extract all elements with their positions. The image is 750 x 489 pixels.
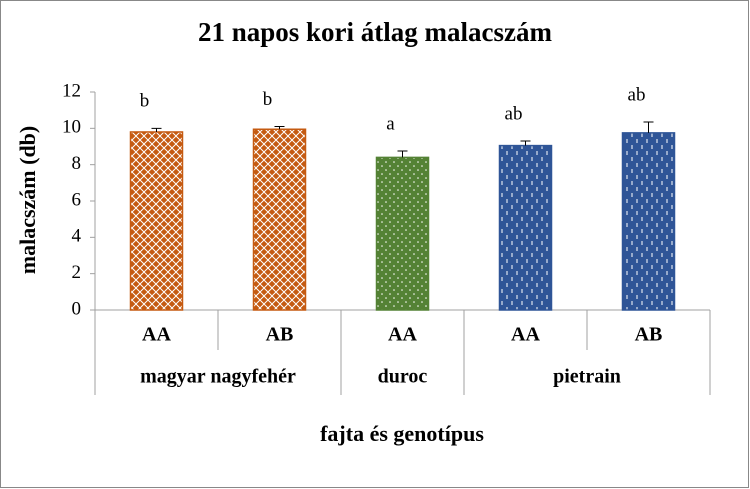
x-tick-label: AA xyxy=(388,324,417,346)
error-bar xyxy=(520,140,531,146)
group-label: pietrain xyxy=(553,366,621,388)
error-bar xyxy=(274,126,285,130)
significance-label: b xyxy=(140,91,150,112)
bar xyxy=(498,144,553,311)
bar xyxy=(252,128,307,311)
chart-title: 21 napos kori átlag malacszám xyxy=(198,17,553,47)
y-tick-label: 6 xyxy=(72,189,82,210)
y-tick-label: 4 xyxy=(72,226,82,247)
x-tick-label: AB xyxy=(266,324,294,346)
x-axis-label: fajta és genotípus xyxy=(320,421,484,446)
y-tick-label: 0 xyxy=(72,298,82,319)
x-tick-label: AB xyxy=(635,324,663,346)
error-bar xyxy=(643,121,654,133)
y-axis-label: malacszám (db) xyxy=(15,126,40,274)
significance-label: ab xyxy=(505,103,523,124)
significance-label: b xyxy=(263,89,273,110)
error-bar xyxy=(151,127,162,132)
group-label: duroc xyxy=(378,366,428,388)
y-tick-label: 8 xyxy=(72,153,82,174)
bar xyxy=(621,132,676,311)
significance-label: a xyxy=(386,113,395,134)
significance-label: ab xyxy=(628,84,646,105)
x-tick-label: AA xyxy=(511,324,540,346)
bar xyxy=(129,131,184,311)
bar xyxy=(375,156,430,311)
y-tick-label: 2 xyxy=(72,262,82,283)
y-tick-label: 12 xyxy=(62,80,81,101)
group-label: magyar nagyfehér xyxy=(140,366,296,388)
y-tick-label: 10 xyxy=(62,117,81,138)
error-bar xyxy=(397,150,408,158)
x-tick-label: AA xyxy=(142,324,171,346)
